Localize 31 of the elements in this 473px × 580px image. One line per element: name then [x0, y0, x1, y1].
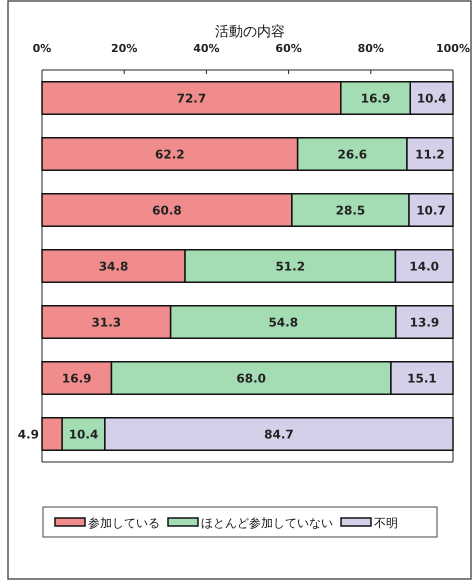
data-label: 62.2 — [155, 148, 185, 162]
data-label: 26.6 — [338, 148, 368, 162]
data-label: 72.7 — [176, 92, 206, 106]
data-label: 51.2 — [275, 260, 306, 274]
data-label: 13.9 — [410, 316, 440, 330]
legend-label: 不明 — [374, 516, 398, 530]
x-tick-label: 20% — [111, 42, 138, 55]
data-label: 68.0 — [236, 372, 266, 386]
data-label: 15.1 — [407, 372, 437, 386]
data-label: 10.4 — [68, 428, 98, 442]
x-tick-label: 40% — [193, 42, 220, 55]
data-label: 28.5 — [336, 204, 366, 218]
legend-label: 参加している — [88, 516, 160, 530]
legend-label: ほとんど参加していない — [201, 516, 333, 530]
x-tick-label: 80% — [358, 42, 384, 55]
data-label: 54.8 — [268, 316, 298, 330]
data-label: 10.7 — [416, 204, 446, 218]
chart-title: 活動の内容 — [215, 24, 285, 40]
data-label: 16.9 — [360, 92, 390, 106]
data-label: 16.9 — [62, 372, 92, 386]
x-tick-label: 0% — [32, 42, 52, 55]
data-label: 11.2 — [415, 148, 445, 162]
x-tick-label: 100% — [436, 42, 470, 55]
x-tick-label: 60% — [275, 42, 302, 55]
data-label: 14.0 — [409, 260, 440, 274]
data-label: 4.9 — [18, 428, 39, 442]
data-label: 34.8 — [98, 260, 128, 274]
data-label: 10.4 — [416, 92, 446, 106]
data-label: 84.7 — [264, 428, 294, 442]
data-label: 31.3 — [92, 316, 122, 330]
data-label: 60.8 — [152, 204, 182, 218]
